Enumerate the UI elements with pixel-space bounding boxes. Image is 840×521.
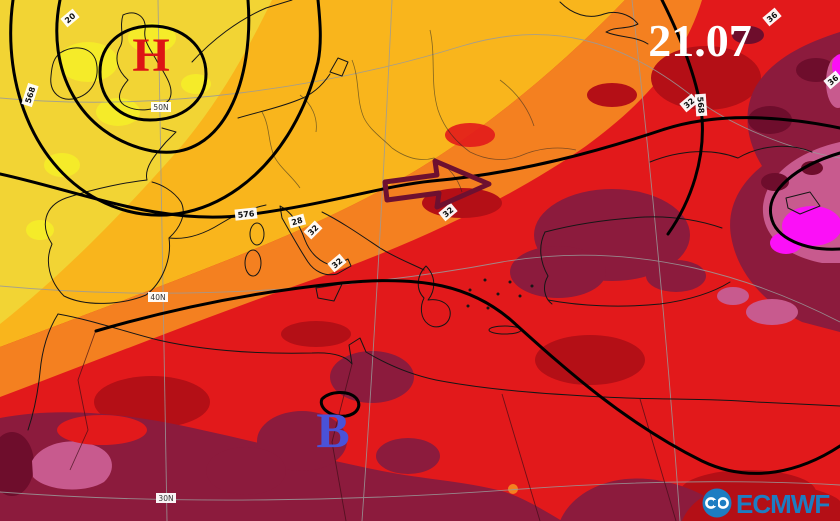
contour-labels: 568 576 568 (21, 82, 708, 221)
dark-maroon-patches (0, 26, 836, 496)
coastlines (27, 0, 840, 431)
aegean-islands (466, 278, 534, 310)
graticule-label-text: 50N (153, 103, 168, 112)
low-pressure-symbol: B (316, 402, 349, 458)
graticule-labels: 50N 40N 30N (148, 102, 176, 503)
contour-label: 568 (694, 93, 708, 117)
contour-label-text: 568 (695, 96, 705, 114)
maroon-patches (206, 189, 706, 495)
graticule-label-text: 30N (158, 494, 173, 503)
temp-label-text: 28 (291, 216, 305, 228)
high-pressure-symbol: H (132, 29, 169, 82)
isoline-contours (0, 0, 840, 475)
temperature-labels: 20 28 32 32 32 32 36 36 (60, 7, 840, 273)
ecmwf-logo-text: ECMWF (736, 489, 829, 519)
dark-red-patches (94, 46, 816, 514)
date-label: 21.07 (648, 15, 752, 66)
contour-label: 576 (234, 207, 258, 221)
contour-label-text: 576 (237, 209, 255, 220)
contour-label: 568 (21, 82, 39, 108)
flow-arrow-icon (382, 158, 492, 210)
african-borders (69, 329, 677, 521)
graticule-label-text: 40N (150, 293, 165, 302)
country-borders (261, 29, 577, 193)
ecmwf-logo: ECMWF (702, 488, 830, 519)
